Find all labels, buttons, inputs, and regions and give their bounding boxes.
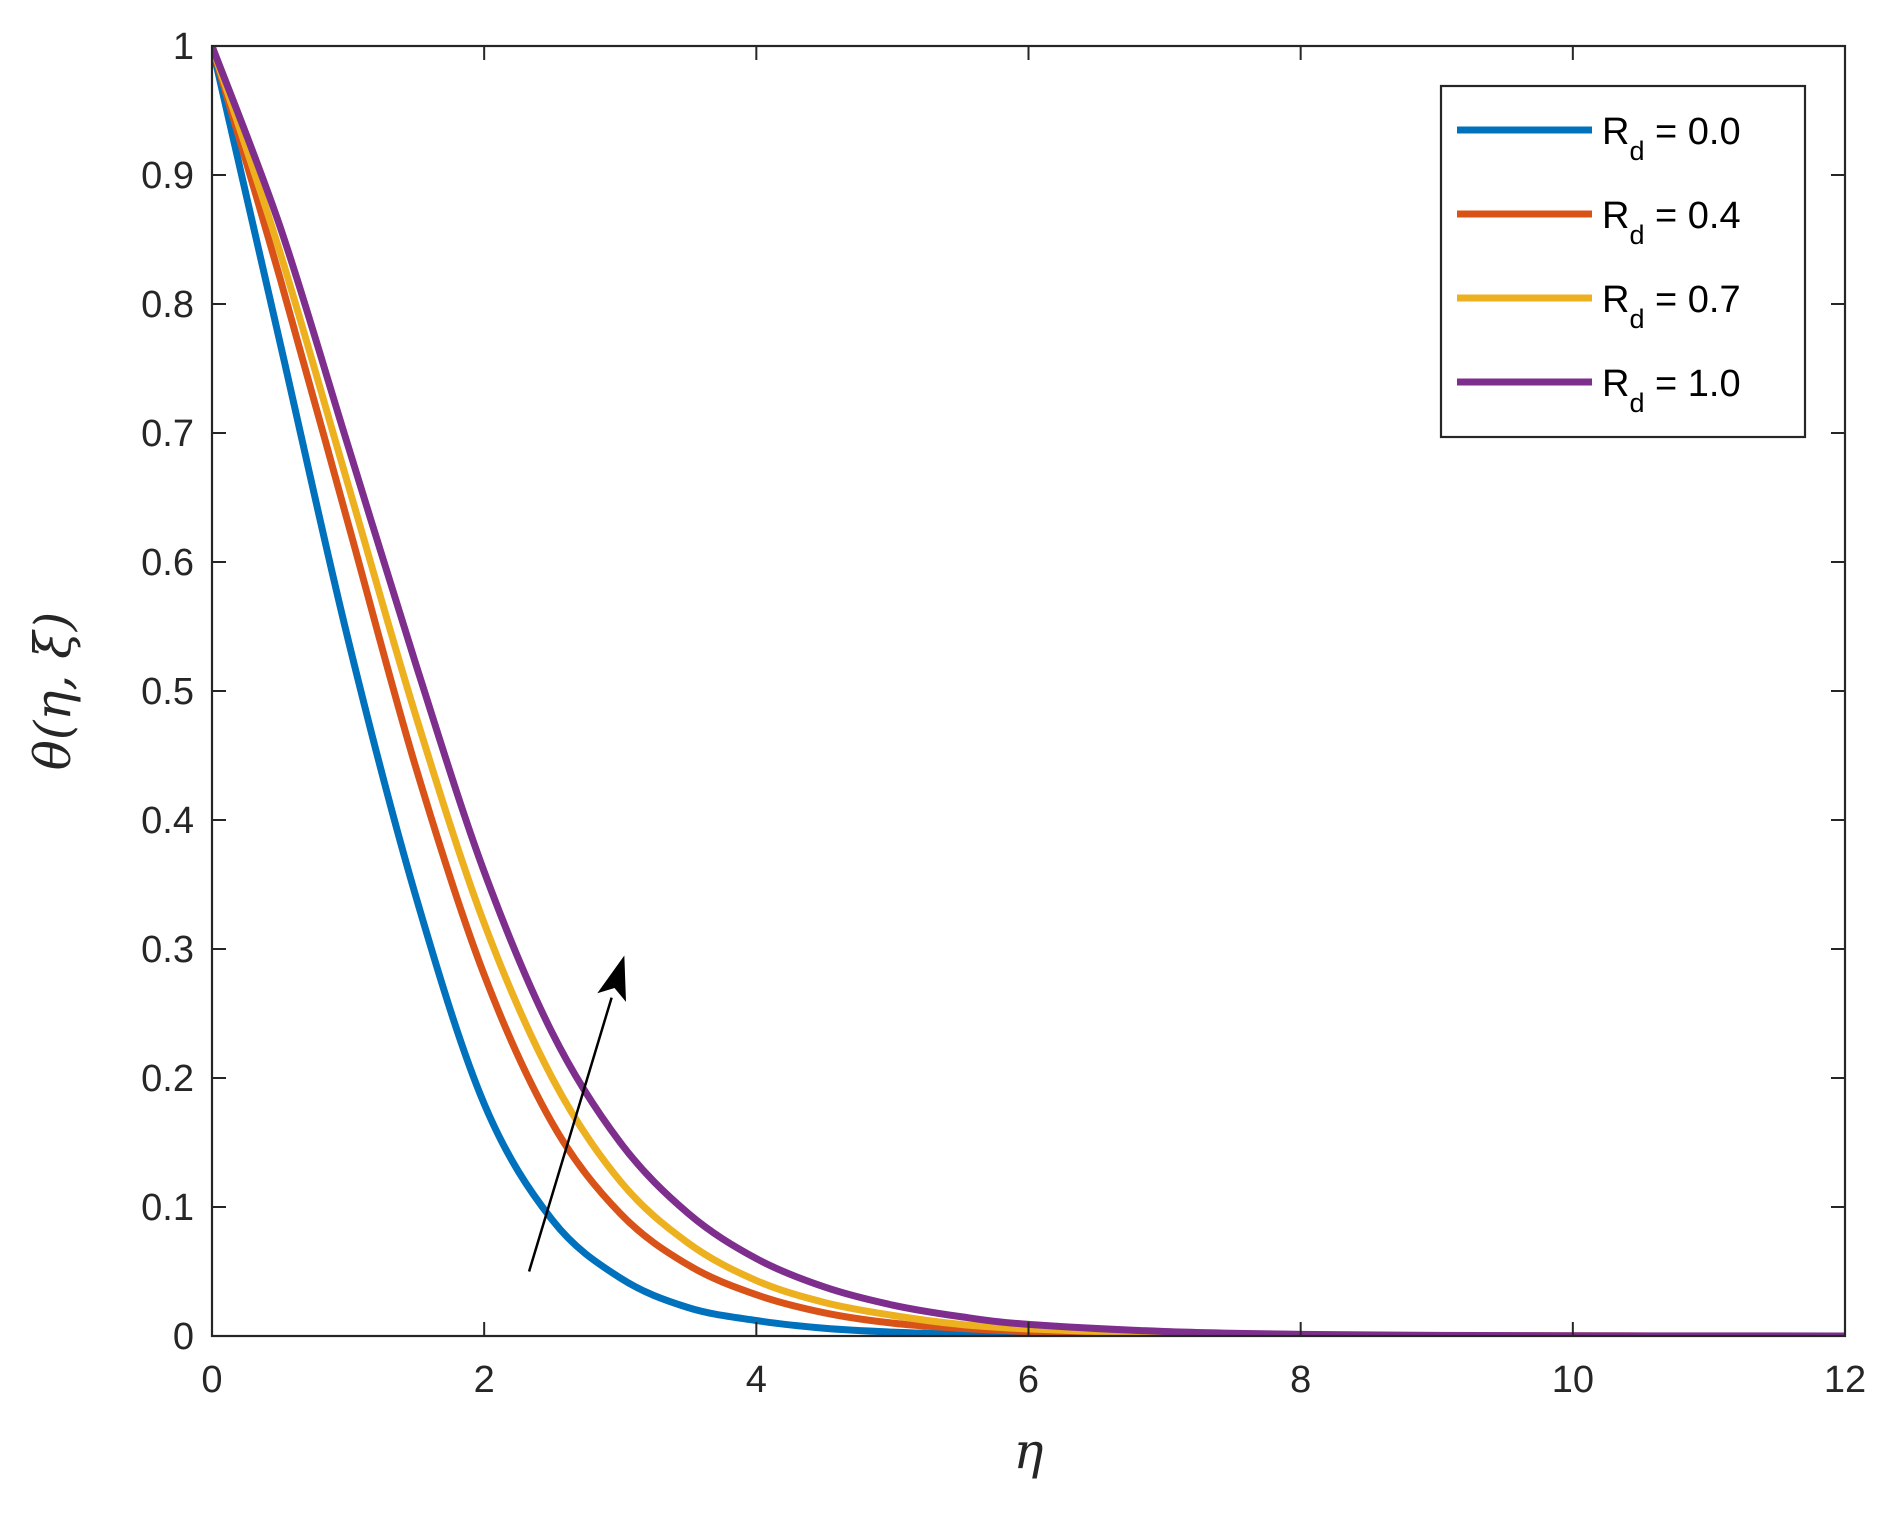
- y-tick-label: 0: [173, 1316, 194, 1358]
- x-tick-label: 6: [1018, 1359, 1039, 1401]
- axes: [210, 44, 1847, 1338]
- x-tick-label: 0: [201, 1359, 222, 1401]
- y-tick-label: 0.6: [141, 542, 194, 584]
- y-tick-label: 0.8: [141, 284, 194, 326]
- legend-label-3: Rd = 1.0: [1602, 363, 1741, 418]
- y-tick-label: 0.9: [141, 155, 194, 197]
- y-tick-label: 1: [173, 26, 194, 68]
- legend: Rd = 0.0 Rd = 0.4 Rd = 0.7 Rd = 1.0: [1439, 84, 1807, 439]
- legend-label-2: Rd = 0.7: [1602, 279, 1741, 334]
- y-tick-label: 0.1: [141, 1187, 194, 1229]
- x-axis-label: η: [1014, 1422, 1044, 1480]
- x-tick-label: 4: [746, 1359, 767, 1401]
- y-tick-label: 0.5: [141, 671, 194, 713]
- annotation-arrow-shaft-0: [527, 997, 613, 1272]
- x-tick-label: 12: [1824, 1359, 1866, 1401]
- y-tick-label: 0.2: [141, 1058, 194, 1100]
- x-tick-label: 10: [1552, 1359, 1594, 1401]
- x-tick-label: 8: [1290, 1359, 1311, 1401]
- legend-label-0: Rd = 0.0: [1602, 111, 1741, 166]
- annotation-layer: [527, 955, 626, 1272]
- annotation-arrow-head-0: [597, 955, 626, 1002]
- y-tick-label: 0.4: [141, 800, 194, 842]
- tick-labels: 0 2 4 6 8 10 12 0 0.1 0.2 0.3 0.4 0.5 0.6 0.7 0.8 0.9 1: [141, 26, 1866, 1401]
- y-axis-label: θ(η, ξ): [24, 612, 82, 770]
- legend-label-1: Rd = 0.4: [1602, 195, 1741, 250]
- x-tick-label: 2: [474, 1359, 495, 1401]
- y-tick-label: 0.7: [141, 413, 194, 455]
- y-tick-label: 0.3: [141, 929, 194, 971]
